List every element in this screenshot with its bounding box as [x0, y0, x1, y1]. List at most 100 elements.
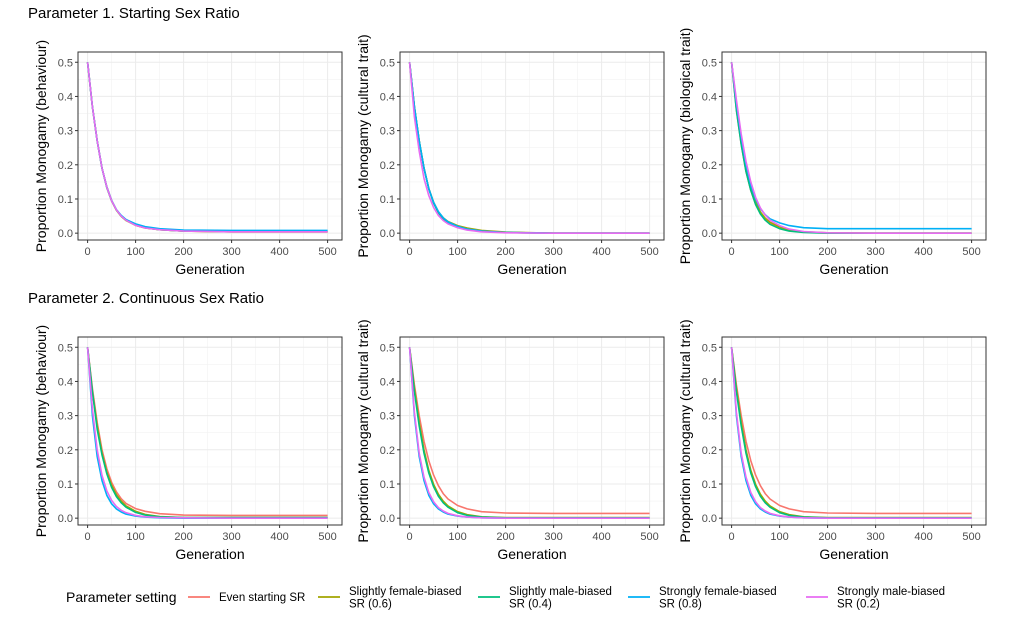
x-tick-label: 300 [866, 246, 884, 258]
x-axis-title: Generation [819, 261, 888, 277]
y-tick-label: 0.5 [58, 342, 73, 354]
x-tick-label: 300 [222, 246, 240, 258]
x-tick-label: 100 [770, 246, 788, 258]
plot-background [400, 52, 664, 240]
y-axis-title: Proportion Monogamy (behaviour) [33, 40, 49, 252]
plot-frame [77, 336, 343, 526]
section-title-starting-sex-ratio: Parameter 1. Starting Sex Ratio [28, 5, 240, 22]
y-tick-label: 0.4 [702, 376, 717, 388]
chart-panel-1: 0 100 200 300 400 500 0.0 0.1 0.2 0.3 0.4 0.5 Genera… [33, 40, 343, 277]
legend-item-even: Even starting SR [188, 592, 305, 604]
plot-frame [399, 51, 665, 241]
section-title-continuous-sex-ratio: Parameter 2. Continuous Sex Ratio [28, 290, 264, 307]
y-tick-label: 0.1 [380, 479, 395, 491]
y-tick-label: 0.4 [58, 376, 73, 388]
legend-label: SR (0.8) [659, 599, 702, 611]
x-tick-label: 0 [85, 246, 91, 258]
y-tick-label: 0.0 [380, 228, 395, 240]
x-tick-label: 400 [914, 531, 932, 543]
x-axis-title: Generation [497, 261, 566, 277]
series-line-stmb [730, 347, 972, 520]
y-tick-label: 0.4 [702, 91, 717, 103]
chart-panels: 0 100 200 300 400 500 0.0 0.1 0.2 0.3 0.4 0.5 Genera… [33, 28, 987, 562]
y-tick-label: 0.1 [702, 479, 717, 491]
plot-background [78, 52, 342, 240]
y-tick-label: 0.1 [702, 194, 717, 206]
y-tick-label: 0.3 [380, 126, 395, 138]
x-tick-label: 0 [729, 531, 735, 543]
x-tick-label: 0 [407, 531, 413, 543]
x-tick-label: 400 [592, 246, 610, 258]
y-axis-title: Proportion Monogamy (cultural trait) [355, 34, 371, 257]
chart-panel-4: 0 100 200 300 400 500 0.0 0.1 0.2 0.3 0.4 0.5 Genera… [33, 325, 343, 562]
y-tick-label: 0.4 [380, 376, 395, 388]
plot-background [78, 337, 342, 525]
y-tick-label: 0.2 [380, 160, 395, 172]
y-tick-label: 0.5 [380, 342, 395, 354]
x-tick-label: 500 [640, 531, 658, 543]
y-tick-label: 0.4 [380, 91, 395, 103]
chart-panel-5: 0 100 200 300 400 500 0.0 0.1 0.2 0.3 0.4 0.5 Genera… [355, 319, 665, 562]
y-tick-label: 0.5 [58, 57, 73, 69]
x-axis-title: Generation [497, 546, 566, 562]
x-axis-title: Generation [175, 546, 244, 562]
x-tick-label: 500 [318, 531, 336, 543]
y-tick-label: 0.0 [58, 513, 73, 525]
x-tick-label: 400 [592, 531, 610, 543]
plot-background [722, 52, 986, 240]
y-tick-label: 0.5 [380, 57, 395, 69]
chart-panel-3: 0 100 200 300 400 500 0.0 0.1 0.2 0.3 0.4 0.5 Genera… [677, 28, 987, 277]
legend-label: SR (0.2) [837, 599, 880, 611]
legend-title: Parameter setting [66, 589, 177, 605]
x-axis-title: Generation [819, 546, 888, 562]
series-line-even [408, 347, 650, 515]
x-tick-label: 200 [818, 531, 836, 543]
y-tick-label: 0.5 [702, 57, 717, 69]
chart-panel-2: 0 100 200 300 400 500 0.0 0.1 0.2 0.3 0.4 0.5 Genera… [355, 34, 665, 277]
y-tick-label: 0.5 [702, 342, 717, 354]
series-line-stmb [408, 62, 650, 234]
series-line-stmb [408, 347, 650, 520]
series-line-stmb [86, 347, 328, 520]
x-tick-label: 100 [770, 531, 788, 543]
x-tick-label: 300 [222, 531, 240, 543]
y-tick-label: 0.1 [58, 479, 73, 491]
legend-label: Strongly female-biased [659, 586, 777, 598]
x-tick-label: 200 [174, 531, 192, 543]
x-tick-label: 400 [270, 246, 288, 258]
y-axis-title: Proportion Monogamy (cultural trait) [355, 319, 371, 542]
x-tick-label: 400 [270, 531, 288, 543]
series-line-stmb [730, 62, 972, 234]
series-line-stmb [86, 62, 328, 233]
x-tick-label: 400 [914, 246, 932, 258]
y-tick-label: 0.4 [58, 91, 73, 103]
plot-frame [721, 51, 987, 241]
legend: Parameter setting Even starting SR Slight… [66, 586, 945, 611]
x-axis-title: Generation [175, 261, 244, 277]
plot-frame [721, 336, 987, 526]
y-tick-label: 0.2 [58, 160, 73, 172]
legend-label: Slightly female-biased [349, 586, 462, 598]
y-tick-label: 0.3 [380, 411, 395, 423]
x-tick-label: 0 [729, 246, 735, 258]
y-tick-label: 0.2 [58, 445, 73, 457]
y-tick-label: 0.0 [702, 513, 717, 525]
x-tick-label: 100 [448, 246, 466, 258]
x-tick-label: 100 [126, 246, 144, 258]
y-tick-label: 0.0 [380, 513, 395, 525]
y-axis-title: Proportion Monogamy (biological trait) [677, 28, 693, 265]
legend-label: Even starting SR [219, 592, 305, 604]
x-tick-label: 100 [126, 531, 144, 543]
y-tick-label: 0.1 [380, 194, 395, 206]
x-tick-label: 200 [496, 531, 514, 543]
x-tick-label: 0 [407, 246, 413, 258]
x-tick-label: 500 [962, 246, 980, 258]
x-tick-label: 300 [544, 246, 562, 258]
y-tick-label: 0.2 [380, 445, 395, 457]
legend-label: Slightly male-biased [509, 586, 612, 598]
x-tick-label: 0 [85, 531, 91, 543]
